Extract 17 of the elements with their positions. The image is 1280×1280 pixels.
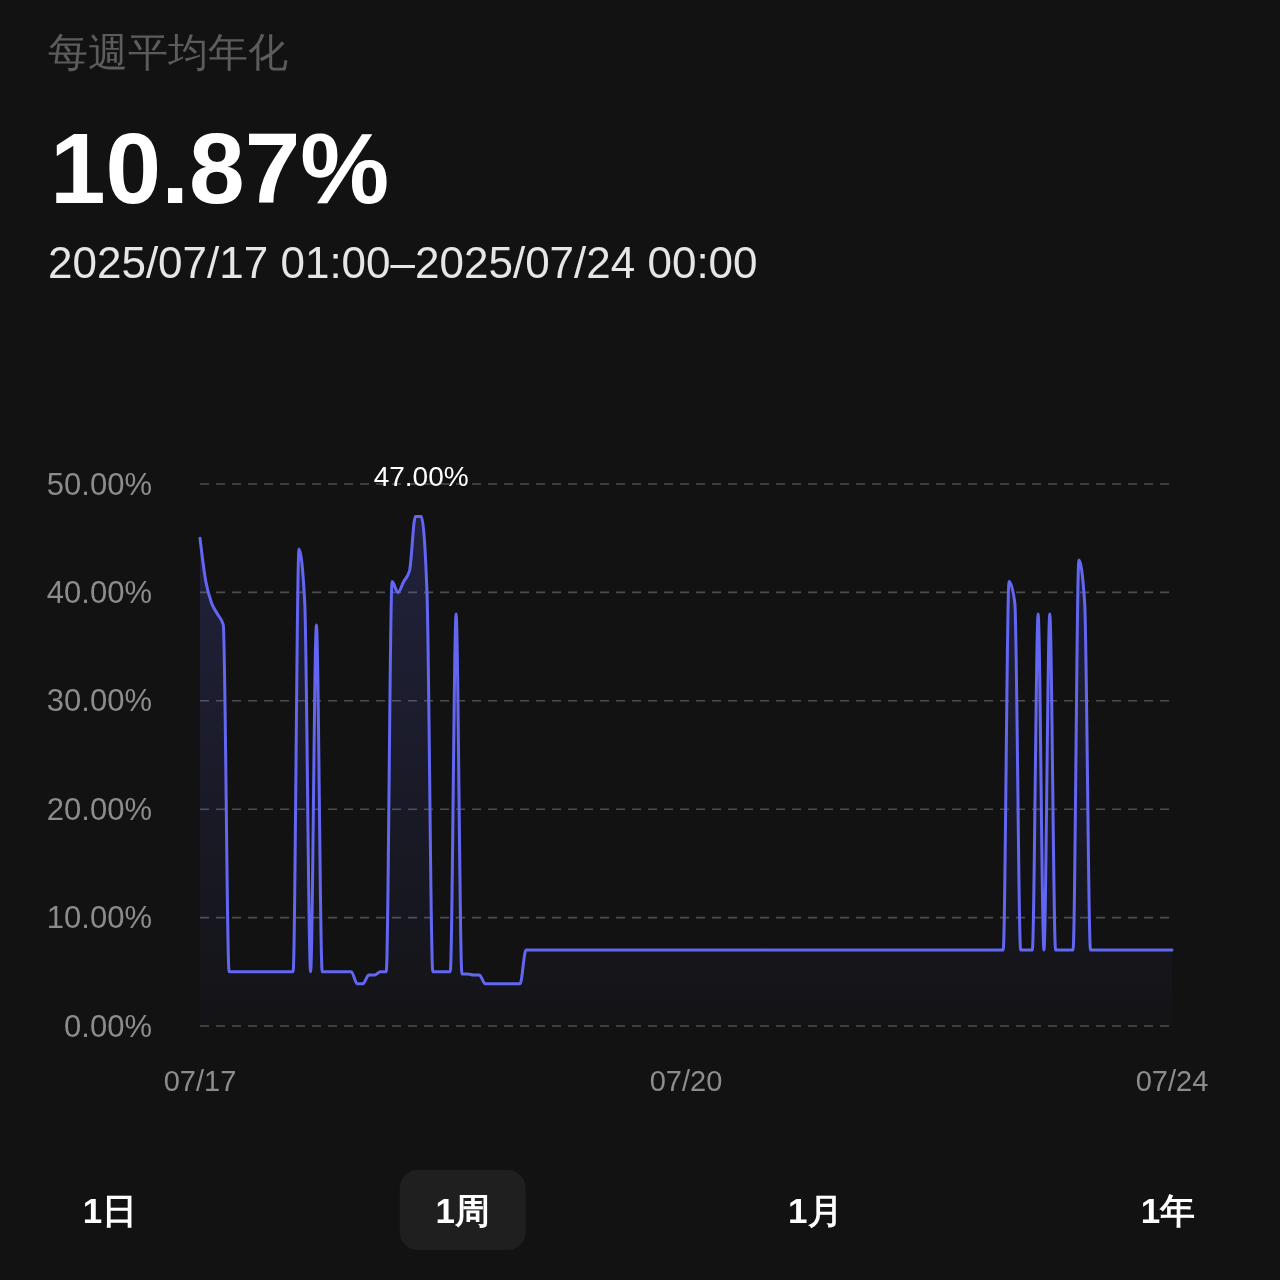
ytick: 40.00% (46, 574, 152, 610)
annotation: 47.00% (373, 461, 469, 492)
xtick: 07/17 (163, 1065, 237, 1097)
ytick: 10.00% (46, 900, 152, 936)
tab-label: 1周 (435, 1190, 490, 1230)
ytick: 30.00% (46, 683, 152, 719)
tab-label: 1日 (82, 1190, 138, 1230)
ytick: 20.00% (46, 791, 152, 827)
tab-label: 1年 (1140, 1190, 1196, 1230)
title: 每週平均年化 (48, 30, 288, 74)
annotation: 2025/07/17 01:00–2025/07/24 00:00 (48, 238, 758, 287)
xtick: 07/24 (1135, 1065, 1209, 1097)
subtitle: 10.87% (50, 112, 390, 224)
ytick: 0.00% (64, 1008, 152, 1044)
xtick: 07/20 (649, 1065, 723, 1097)
ytick: 50.00% (46, 466, 152, 502)
tab-label: 1月 (788, 1190, 843, 1230)
